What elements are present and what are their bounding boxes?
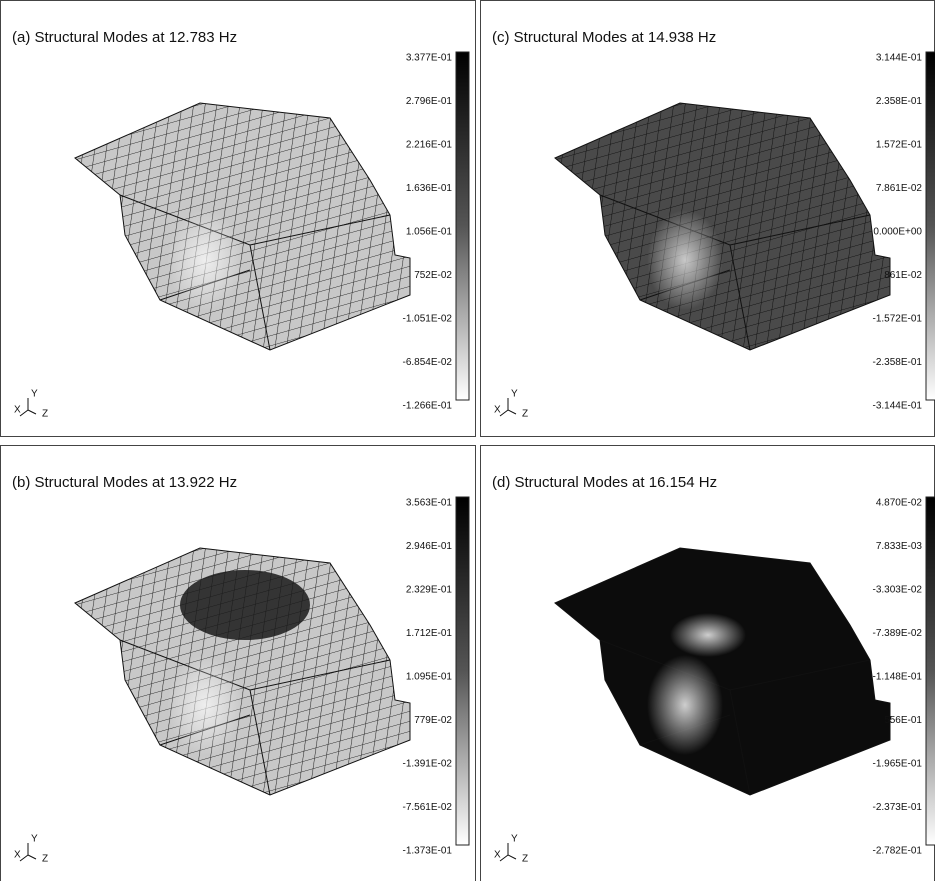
colorbar-label: -1.373E-01 [403,846,453,857]
colorbar-label: 2.358E-01 [876,96,923,107]
panel-title: (a) Structural Modes at 12.783 Hz [12,29,237,46]
triad-label: X [494,850,501,861]
colorbar-label: 3.377E-01 [406,53,453,64]
colorbar-label: -1.148E-01 [873,672,923,683]
colorbar-label: -3.303E-02 [873,585,923,596]
colorbar-label: -1.051E-02 [403,314,453,325]
triad-label: Z [522,409,528,420]
panel: (c) Structural Modes at 14.938 Hz 3.144E-… [481,1,935,437]
triad-label: Z [42,409,48,420]
hole-highlight [167,210,243,310]
colorbar-label: 1.056E-01 [406,227,453,238]
colorbar-label: -1.965E-01 [873,759,923,770]
colorbar [456,52,469,400]
colorbar-label: -7.561E-02 [403,802,453,813]
colorbar-label: -1.391E-02 [403,759,453,770]
colorbar-label: 4.870E-02 [876,498,923,509]
panel-title: (d) Structural Modes at 16.154 Hz [492,474,717,491]
colorbar-label: 1.095E-01 [406,672,453,683]
colorbar-label: -3.144E-01 [873,401,923,412]
mesh [555,548,890,795]
triad-label: X [494,405,501,416]
colorbar-label: 2.329E-01 [406,585,453,596]
colorbar-label: 1.572E-01 [876,140,923,151]
colorbar [456,497,469,845]
axis-triad [500,843,516,861]
colorbar-label: 1.712E-01 [406,628,453,639]
triad-label: X [14,850,21,861]
axis-triad [20,843,36,861]
colorbar-label: -1.266E-01 [403,401,453,412]
hole-highlight [647,655,723,755]
triad-label: Y [31,389,38,400]
colorbar-label: -2.358E-01 [873,357,923,368]
colorbar-label: -6.854E-02 [403,357,453,368]
colorbar-label: 7.861E-02 [876,183,923,194]
mesh [75,103,410,350]
colorbar-label: 861E-02 [884,270,922,281]
colorbar-label: 752E-02 [414,270,452,281]
colorbar-label: 3.144E-01 [876,53,923,64]
hole-highlight [647,210,723,310]
hole-highlight [167,655,243,755]
colorbar-label: 2.216E-01 [406,140,453,151]
colorbar [926,497,935,845]
colorbar-label: -1.572E-01 [873,314,923,325]
colorbar-label: 556E-01 [884,715,922,726]
axis-triad [500,398,516,416]
colorbar-label: 0.000E+00 [873,227,922,238]
colorbar-label: -7.389E-02 [873,628,923,639]
colorbar-label: 3.563E-01 [406,498,453,509]
panel: (a) Structural Modes at 12.783 Hz 3.377E-… [1,1,476,437]
panel-title: (b) Structural Modes at 13.922 Hz [12,474,237,491]
panel: (d) Structural Modes at 16.154 Hz 4.870E-… [481,446,935,881]
colorbar-label: -2.782E-01 [873,846,923,857]
colorbar-label: 7.833E-03 [876,541,923,552]
colorbar [926,52,935,400]
triad-label: Z [42,854,48,865]
triad-label: X [14,405,21,416]
triad-label: Y [31,834,38,845]
triad-label: Z [522,854,528,865]
colorbar-label: 779E-02 [414,715,452,726]
triad-label: Y [511,389,518,400]
axis-triad [20,398,36,416]
colorbar-label: 1.636E-01 [406,183,453,194]
colorbar-label: 2.796E-01 [406,96,453,107]
panel: (b) Structural Modes at 13.922 Hz 3.563E-… [1,446,476,881]
mesh [555,103,890,350]
colorbar-label: -2.373E-01 [873,802,923,813]
mode-region [670,613,746,657]
figure: (a) Structural Modes at 12.783 Hz 3.377E-… [0,0,935,881]
panel-title: (c) Structural Modes at 14.938 Hz [492,29,716,46]
mode-region [180,570,310,640]
colorbar-label: 2.946E-01 [406,541,453,552]
triad-label: Y [511,834,518,845]
